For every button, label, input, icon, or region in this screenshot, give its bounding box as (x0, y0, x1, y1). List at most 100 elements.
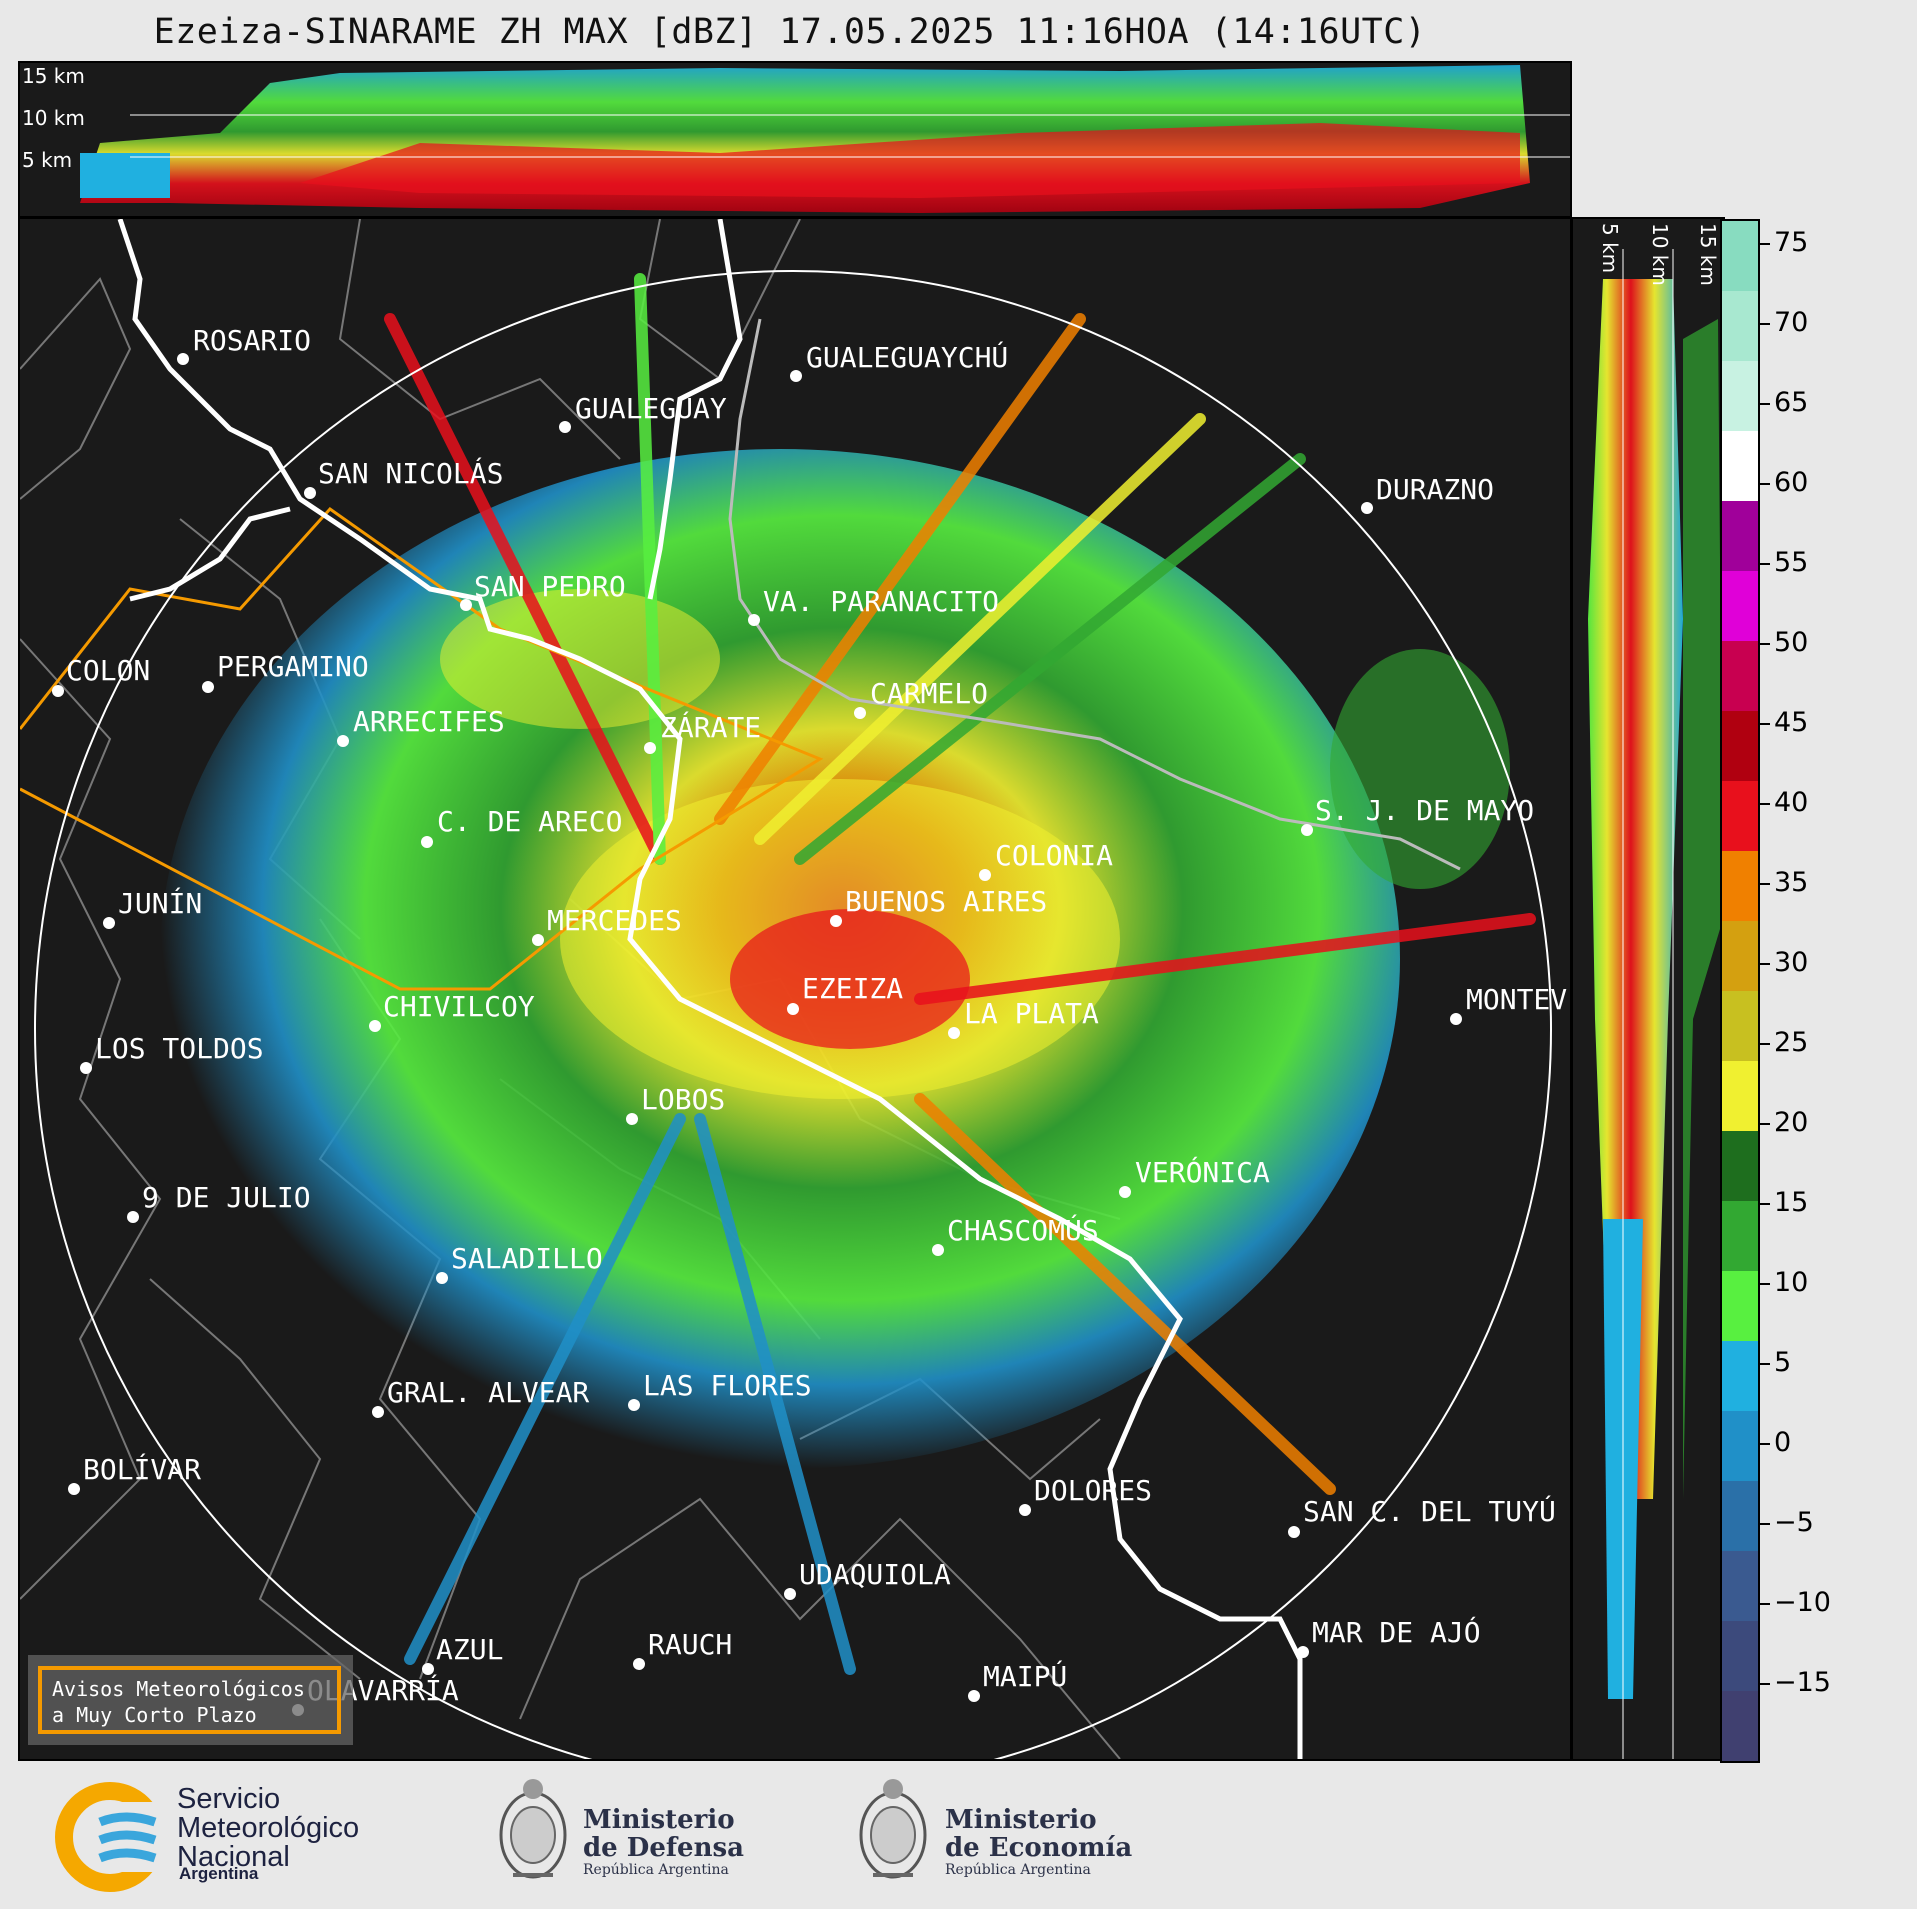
city-label: LA PLATA (964, 997, 1099, 1030)
defensa-seal-icon (499, 1779, 567, 1879)
dbz-colorbar (1720, 219, 1760, 1763)
colorbar-tick-label: 55 (1774, 547, 1809, 578)
city-label: SAN C. DEL TUYÚ (1303, 1494, 1556, 1528)
colorbar-tick-label: 65 (1774, 387, 1809, 418)
colorbar-tick-label: 25 (1774, 1027, 1809, 1058)
city-label: ROSARIO (193, 324, 311, 357)
colorbar-tick-mark (1758, 403, 1770, 405)
colorbar-swatch (1722, 431, 1758, 502)
top-cross-section-panel: 15 km 10 km 5 km (18, 61, 1572, 218)
city-label: LOS TOLDOS (95, 1032, 264, 1065)
colorbar-swatch (1722, 921, 1758, 992)
city-label: EZEIZA (802, 972, 903, 1005)
short-term-warnings-box[interactable]: Avisos Meteorológicos a Muy Corto Plazo (38, 1666, 341, 1734)
colorbar-tick-mark (1758, 723, 1770, 725)
colorbar-tick-mark (1758, 803, 1770, 805)
colorbar-swatch (1722, 711, 1758, 782)
colorbar-swatch (1722, 641, 1758, 712)
colorbar-swatch (1722, 571, 1758, 642)
radar-map-panel: ROSARIO GUALEGUAYCHÚ GUALEGUAY SAN NICOL… (18, 217, 1572, 1761)
colorbar-tick-mark (1758, 1603, 1770, 1605)
city-label: VA. PARANACITO (763, 585, 999, 618)
smn-line-1: Servicio (177, 1783, 281, 1815)
city-label: GUALEGUAY (575, 392, 727, 425)
side-alt-label: 15 km (1696, 223, 1720, 286)
colorbar-tick-mark (1758, 643, 1770, 645)
colorbar-tick-mark (1758, 1683, 1770, 1685)
colorbar-swatch (1722, 291, 1758, 362)
city-label: LAS FLORES (643, 1369, 812, 1402)
colorbar-tick-label: −10 (1774, 1587, 1831, 1618)
colorbar-swatch (1722, 221, 1758, 292)
colorbar-tick-mark (1758, 1123, 1770, 1125)
city-label: PERGAMINO (217, 650, 369, 683)
city-label: CARMELO (870, 677, 988, 710)
colorbar-tick-label: 60 (1774, 467, 1809, 498)
city-label: ZÁRATE (660, 710, 761, 744)
colorbar-tick-label: 5 (1774, 1347, 1792, 1378)
range-ring (34, 270, 1552, 1759)
city-label: CHIVILCOY (383, 990, 535, 1023)
city-label: MONTEV (1466, 983, 1567, 1016)
colorbar-tick-label: −5 (1774, 1507, 1814, 1538)
side-alt-label: 5 km (1598, 223, 1622, 273)
warning-line-1: Avisos Meteorológicos (52, 1677, 305, 1701)
city-label: COLONIA (995, 839, 1113, 872)
colorbar-tick-mark (1758, 1203, 1770, 1205)
colorbar-swatch (1722, 1341, 1758, 1412)
city-labels: ROSARIO GUALEGUAYCHÚ GUALEGUAY SAN NICOL… (66, 324, 1567, 1707)
colorbar-tick-label: 45 (1774, 707, 1809, 738)
city-label: MAR DE AJÓ (1312, 1615, 1481, 1649)
defensa-line-2: de Defensa (583, 1833, 744, 1863)
colorbar-swatch (1722, 851, 1758, 922)
economia-line-2: de Economía (945, 1833, 1133, 1863)
city-label: SAN NICOLÁS (318, 456, 503, 490)
colorbar-tick-label: 75 (1774, 227, 1809, 258)
city-label: S. J. DE MAYO (1315, 794, 1534, 827)
city-label: DURAZNO (1376, 473, 1494, 506)
top-alt-label: 5 km (22, 148, 72, 172)
colorbar-tick-label: 30 (1774, 947, 1809, 978)
colorbar-tick-label: 70 (1774, 307, 1809, 338)
top-cross-section-plot: 15 km 10 km 5 km (22, 64, 1570, 213)
colorbar-swatch (1722, 1061, 1758, 1132)
colorbar-swatch (1722, 1131, 1758, 1202)
city-label: ARRECIFES (353, 705, 505, 738)
colorbar-swatch (1722, 1411, 1758, 1482)
colorbar-tick-mark (1758, 1443, 1770, 1445)
colorbar-swatch (1722, 1551, 1758, 1622)
colorbar-tick-label: 50 (1774, 627, 1809, 658)
city-label: 9 DE JULIO (142, 1181, 311, 1214)
plot-title: Ezeiza-SINARAME ZH MAX [dBZ] 17.05.2025 … (153, 12, 1427, 52)
defensa-sub: República Argentina (583, 1862, 729, 1878)
city-label: BUENOS AIRES (845, 885, 1047, 918)
colorbar-tick-mark (1758, 483, 1770, 485)
city-label: VERÓNICA (1135, 1155, 1270, 1189)
city-label: GUALEGUAYCHÚ (806, 340, 1008, 374)
colorbar-swatch (1722, 1621, 1758, 1692)
colorbar-swatches (1722, 221, 1758, 1761)
colorbar-tick-mark (1758, 323, 1770, 325)
colorbar-tick-label: 0 (1774, 1427, 1792, 1458)
smn-logo-icon (55, 1782, 175, 1892)
colorbar-swatch (1722, 1481, 1758, 1552)
colorbar-tick-mark (1758, 963, 1770, 965)
city-label: SALADILLO (451, 1242, 603, 1275)
city-label: AZUL (436, 1633, 503, 1666)
city-label: GRAL. ALVEAR (387, 1376, 589, 1409)
city-label: CHASCOMÚS (947, 1213, 1099, 1247)
city-label: MAIPÚ (983, 1659, 1067, 1693)
smn-line-2: Meteorológico (177, 1812, 360, 1844)
city-label: DOLORES (1034, 1474, 1152, 1507)
colorbar-swatch (1722, 501, 1758, 572)
colorbar-tick-label: 20 (1774, 1107, 1809, 1138)
colorbar-tick-label: 15 (1774, 1187, 1809, 1218)
smn-logo-text: Servicio Meteorológico Nacional (177, 1785, 359, 1872)
colorbar-tick-mark (1758, 243, 1770, 245)
city-label: C. DE ARECO (437, 805, 622, 838)
colorbar-swatch (1722, 361, 1758, 432)
colorbar-swatch (1722, 1691, 1758, 1761)
city-label: BOLÍVAR (83, 1452, 201, 1486)
city-label: UDAQUIOLA (799, 1558, 951, 1591)
side-alt-label: 10 km (1648, 223, 1672, 286)
